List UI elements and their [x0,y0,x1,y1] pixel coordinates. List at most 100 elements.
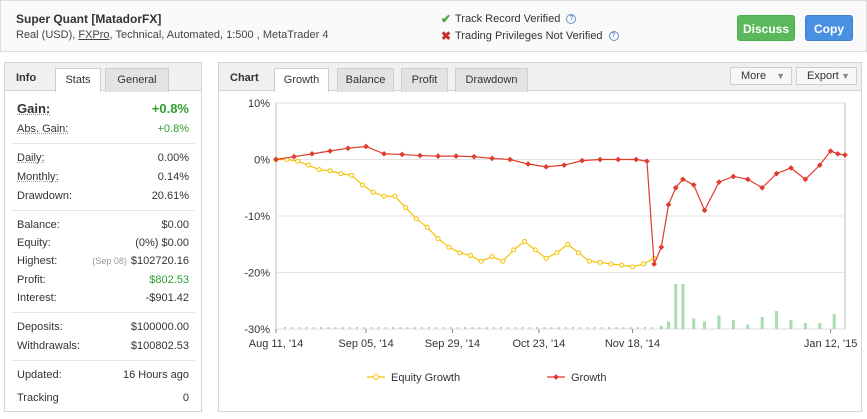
volume-bar [572,327,574,329]
series-point [651,261,657,267]
series-point [644,158,650,165]
y-tick-label: -30% [244,324,270,336]
monthly-row: Monthly: 0.14% [17,171,189,183]
help-icon[interactable]: ? [566,14,577,24]
series-point [561,162,567,168]
series-point [834,151,841,157]
abs-gain-label[interactable]: Abs. Gain: [17,123,69,135]
volume-bar [536,327,538,329]
volume-bar [449,327,452,329]
interest-value: -$901.42 [145,292,189,304]
tracking-label: Tracking [17,392,59,404]
series-point [417,152,423,159]
x-tick-label: Aug 11, '14 [249,338,304,350]
divider [11,312,195,313]
discuss-button[interactable]: Discuss [737,15,795,41]
abs-gain-value: +0.8% [157,123,190,135]
series-point [446,244,452,250]
series-point [413,216,419,222]
volume-bar [420,327,423,329]
drawdown-row: Drawdown: 20.61% [17,190,189,202]
cross-icon: ✖ [441,29,452,43]
volume-bar [478,327,481,329]
updated-value: 16 Hours ago [122,369,189,381]
volume-bar [435,327,438,329]
volume-bar [298,327,301,329]
divider [11,360,195,361]
track-record-status: ✔ Track Record Verified ? [441,12,577,26]
volume-bar [775,311,779,329]
more-label: More [741,70,767,82]
monthly-value: 0.14% [157,171,189,183]
volume-bar [789,320,793,329]
profit-row: Profit: $802.53 [17,274,189,286]
series-point [816,162,823,168]
system-subtitle: Real (USD), FXPro, Technical, Automated,… [16,29,328,41]
volume-bar [284,327,286,329]
series-point [453,153,459,159]
broker-link[interactable]: FXPro [78,29,110,41]
daily-label[interactable]: Daily: [17,152,45,164]
tab-growth[interactable]: Growth [274,68,329,92]
y-tick-label: -20% [244,268,270,280]
tab-stats[interactable]: Stats [55,68,101,92]
track-record-label: Track Record Verified [455,13,561,25]
withdrawals-label: Withdrawals: [17,340,80,352]
export-label: Export [807,70,839,82]
series-line [276,158,655,268]
check-icon: ✔ [441,12,452,26]
highest-label: Highest: [17,255,58,267]
tab-general[interactable]: General [105,68,169,92]
volume-bar [832,314,836,329]
volume-bar [593,327,596,329]
copy-button[interactable]: Copy [805,15,853,41]
series-point [672,184,679,191]
tab-drawdown[interactable]: Drawdown [455,68,528,92]
more-dropdown[interactable]: More ▼ [730,67,792,85]
subtitle-pre: Real (USD), [16,29,79,41]
chart-panel-title: Chart [230,72,259,84]
x-tick-label: Sep 05, '14 [338,338,393,350]
gain-row: Gain: +0.8% [17,101,189,116]
chevron-down-icon: ▼ [841,71,850,81]
highest-date: (Sep 08) [92,256,127,266]
daily-row: Daily: 0.00% [17,152,189,164]
series-line [275,145,846,265]
volume-bar [528,327,531,329]
volume-bar [659,326,663,329]
series-point [381,193,387,199]
series-point [615,156,621,163]
volume-bar [348,327,351,329]
info-panel: Info Stats General Gain: +0.8% Abs. Gain… [4,62,202,412]
volume-bar [456,327,459,329]
volume-bar [803,323,807,329]
volume-bar [413,327,416,329]
monthly-label[interactable]: Monthly: [17,171,59,183]
series-point [788,165,794,171]
help-icon[interactable]: ? [608,31,619,41]
tab-profit[interactable]: Profit [401,68,448,92]
volume-bar [557,327,560,329]
export-dropdown[interactable]: Export ▼ [796,67,857,85]
tab-balance[interactable]: Balance [337,68,394,92]
growth-chart[interactable]: 10% 0% -10% -20% -30% Aug 11, '14 Sep 05, '14 S… [219,63,863,413]
legend-label: Equity Growth [391,372,460,384]
volume-bar [681,284,685,329]
volume-bar [608,327,610,329]
gain-label[interactable]: Gain: [17,101,51,116]
chevron-down-icon: ▼ [776,71,785,81]
y-tick-label: 0% [254,155,270,167]
volume-bar [442,327,445,329]
x-tick-label: Sep 29, '14 [425,338,480,350]
series-point [471,153,477,160]
legend-swatch [373,374,379,380]
x-tick-label: Nov 18, '14 [605,338,660,350]
series-point [597,259,603,265]
series-point [744,176,751,183]
profit-label: Profit: [17,274,46,286]
drawdown-label: Drawdown: [17,190,73,202]
volume-bar [674,284,678,329]
highest-value: $102720.16 [130,255,189,267]
volume-bar [500,327,502,329]
series-point [316,167,322,173]
